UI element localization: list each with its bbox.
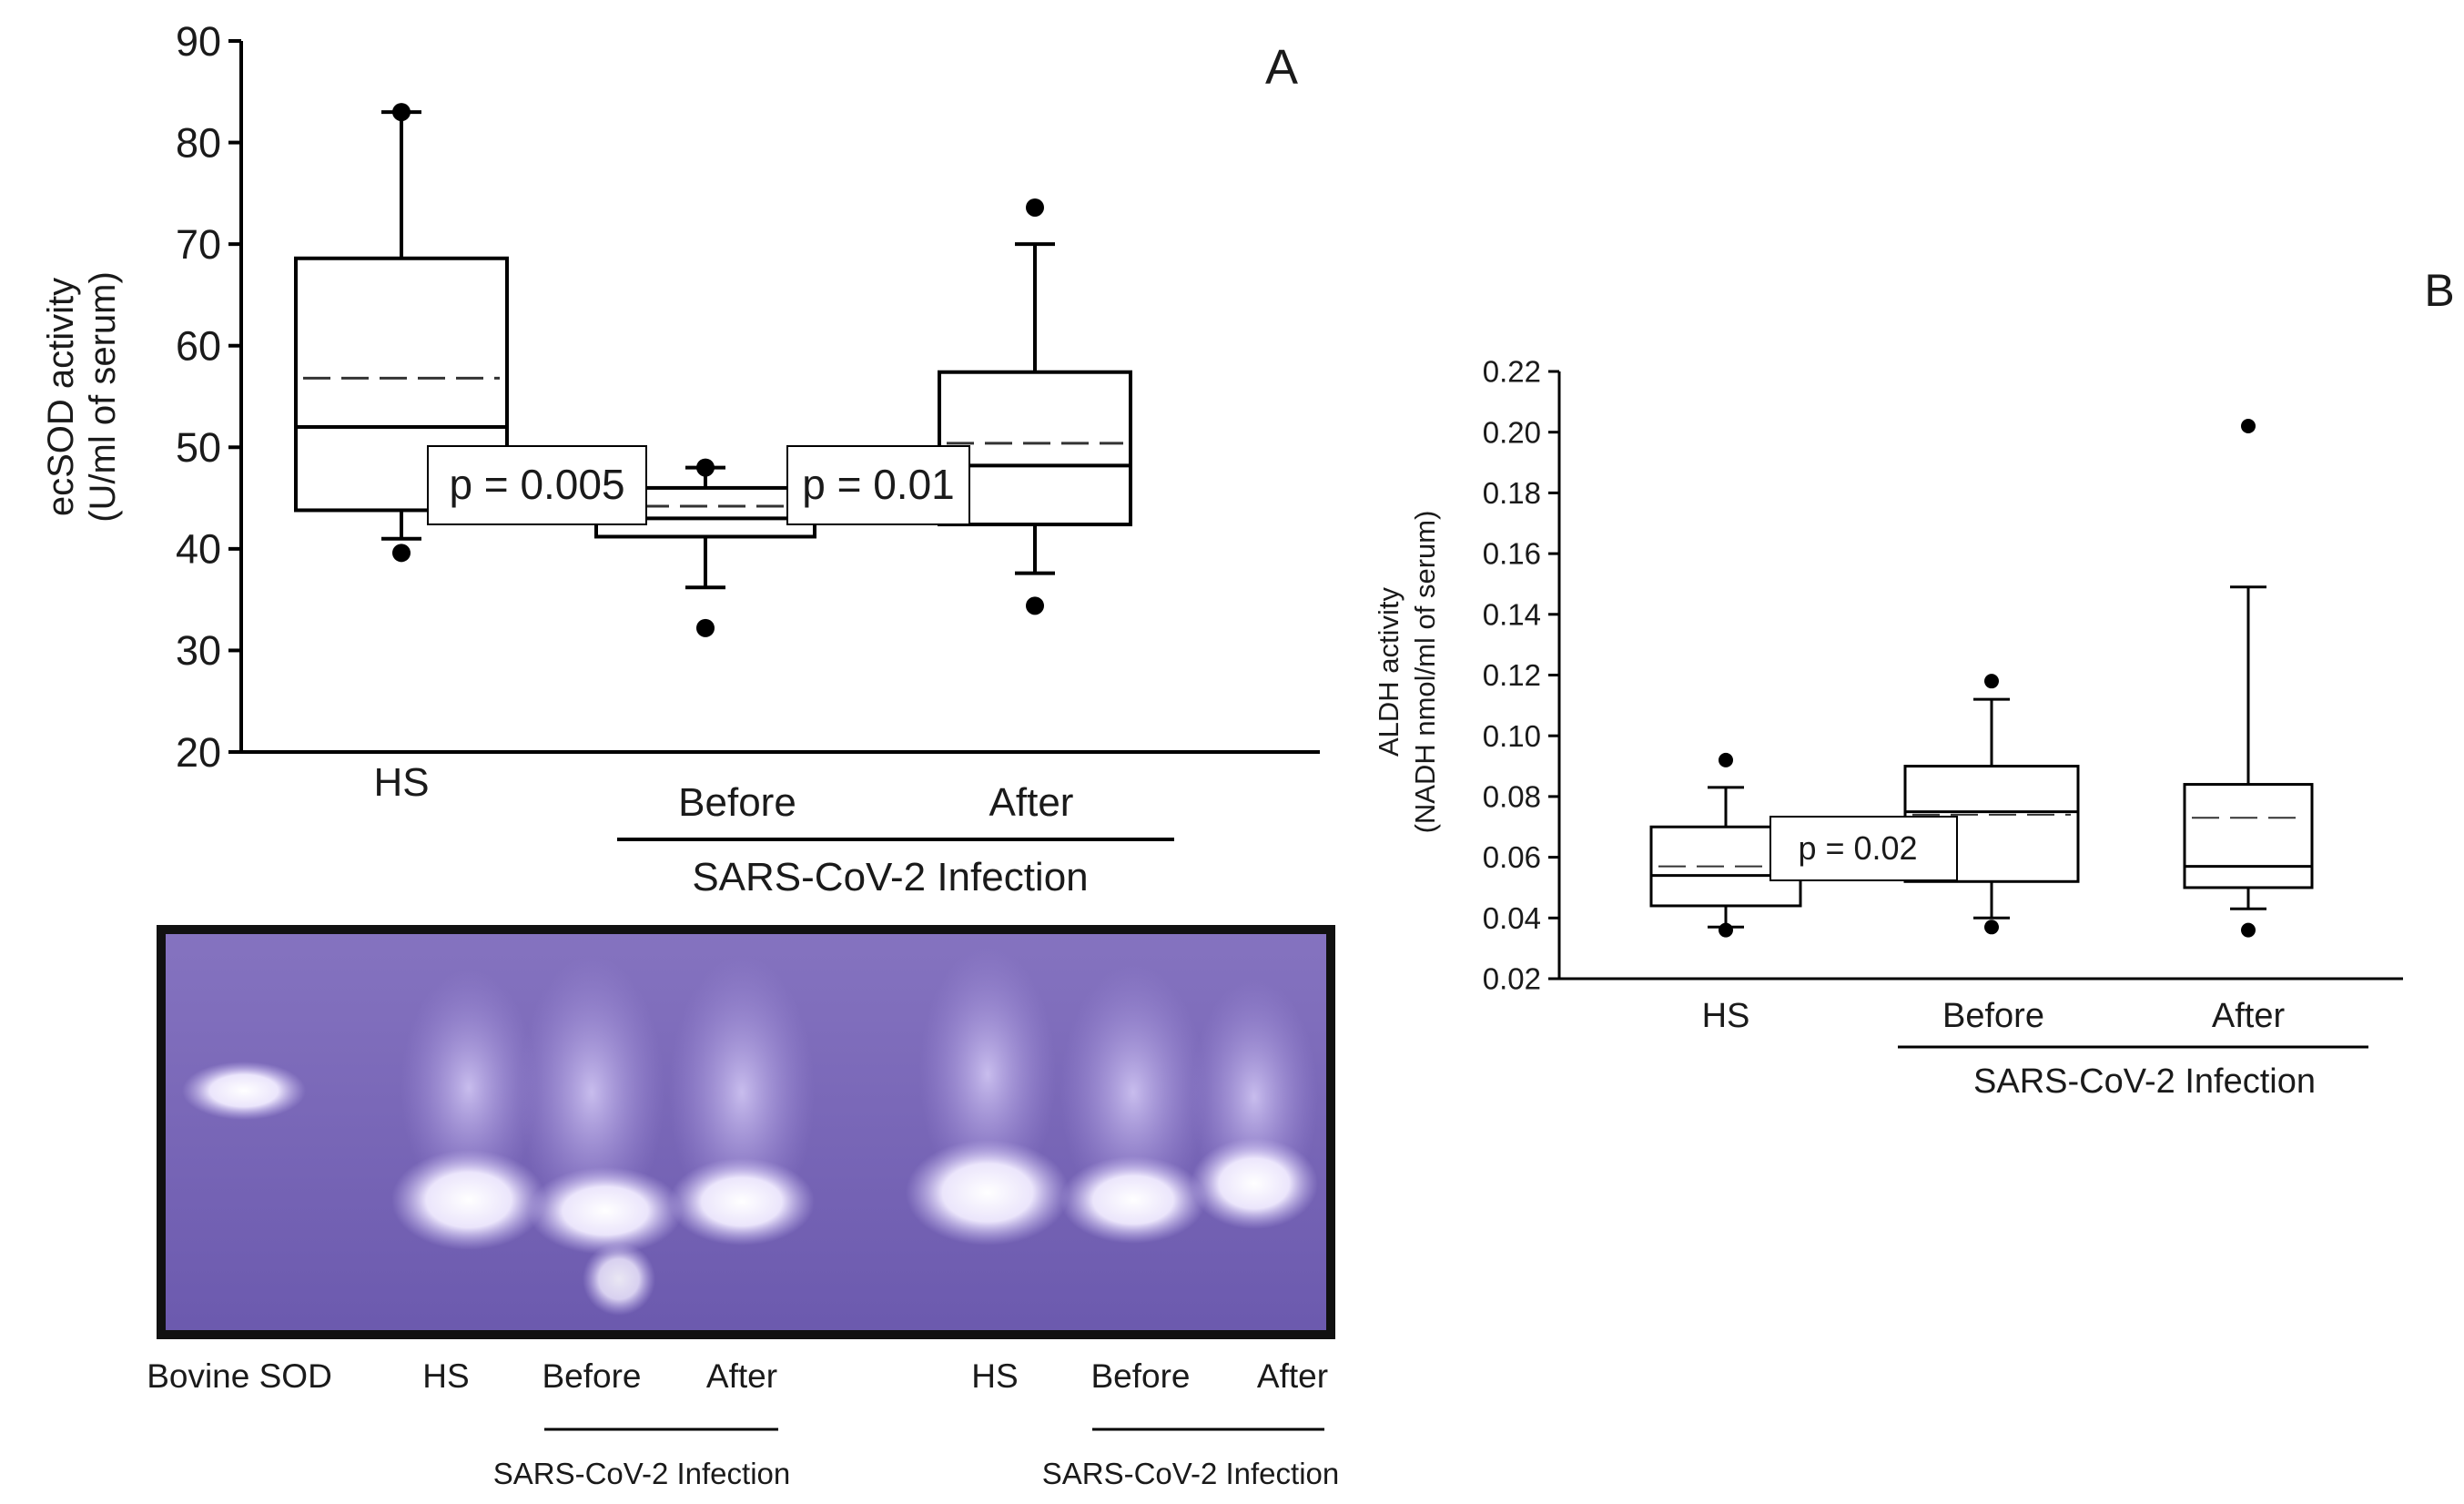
- panel-b-y-tick-label: 0.08: [1483, 779, 1541, 813]
- gel-lane-labels: Bovine SOD HS Before After HS Before Aft…: [147, 1357, 1339, 1490]
- outlier-point: [2241, 922, 2256, 938]
- panel-a-y-tick-label: 90: [176, 18, 221, 65]
- gel-lane-hs-1: HS: [422, 1357, 469, 1395]
- panel-a-y-tick-label: 60: [176, 322, 221, 369]
- panel-b-y-tick-label: 0.04: [1483, 901, 1541, 935]
- gel-band-after-2: [1191, 1138, 1318, 1229]
- panel-a-y-tick-label: 30: [176, 627, 221, 674]
- panel-b-letter: B: [2424, 265, 2454, 316]
- panel-a-y-tick-label: 50: [176, 424, 221, 471]
- panel-a-boxes: [294, 103, 1132, 637]
- panel-a-y-tick-label: 70: [176, 221, 221, 268]
- gel-lane-after-1: After: [706, 1357, 777, 1395]
- panel-b-y-tick-label: 0.02: [1483, 962, 1541, 996]
- panel-b-y-tick-label: 0.12: [1483, 658, 1541, 692]
- gel-band-before-1: [528, 1167, 683, 1255]
- panel-b: B 0.020.040.060.080.100.120.140.160.180.…: [1373, 265, 2455, 1101]
- gel-lane-hs-2: HS: [971, 1357, 1018, 1395]
- gel-band-hs-2: [906, 1140, 1070, 1245]
- p-value-text-1: p = 0.005: [449, 461, 624, 508]
- p-value-box-1: p = 0.005: [427, 445, 647, 525]
- panel-b-group-label: SARS-CoV-2 Infection: [1973, 1062, 2316, 1101]
- gel-band-before-2: [1060, 1156, 1206, 1244]
- gel-lane-bovine-sod: Bovine SOD: [147, 1357, 332, 1395]
- panel-a-y-label-1: ecSOD activity: [41, 278, 81, 516]
- gel-group-label-1: SARS-CoV-2 Infection: [493, 1457, 791, 1490]
- gel-image: [157, 925, 1335, 1339]
- gel-lane-before-2: Before: [1090, 1357, 1190, 1395]
- panel-a-x-label-hs: HS: [373, 760, 429, 805]
- panel-b-y-tick-label: 0.14: [1483, 597, 1541, 631]
- outlier-point: [1719, 752, 1733, 767]
- panel-a-y-ticks: 20 30 40 50 60 70 80 90: [176, 18, 241, 776]
- panel-a-y-label-2: (U/ml of serum): [83, 271, 123, 523]
- outlier-point: [1719, 922, 1733, 938]
- box-a-after: [938, 198, 1132, 615]
- panel-b-y-label-2: (NADH nmol/ml of serum): [1409, 511, 1441, 834]
- p-value-box-3: p = 0.02: [1769, 816, 1958, 881]
- panel-b-y-tick-label: 0.20: [1483, 415, 1541, 449]
- panel-b-boxes: [1649, 419, 2314, 938]
- panel-a-y-tick-label: 40: [176, 526, 221, 573]
- outlier-point: [2241, 419, 2256, 434]
- panel-b-y-tick-label: 0.06: [1483, 840, 1541, 874]
- panel-a: A 20 30 40 50 60 70 80 90 ecSOD activity (U/ml …: [41, 18, 1320, 899]
- outlier-point: [1984, 920, 1999, 935]
- outlier-point: [696, 618, 715, 637]
- panel-b-x-label-after: After: [2212, 997, 2286, 1035]
- panel-b-y-tick-label: 0.18: [1483, 476, 1541, 510]
- panel-b-x-label-hs: HS: [1702, 997, 1750, 1035]
- gel-group-label-2: SARS-CoV-2 Infection: [1042, 1457, 1340, 1490]
- outlier-point: [1026, 198, 1044, 217]
- panel-b-y-tick-label: 0.22: [1483, 355, 1541, 389]
- gel-band-after-1: [669, 1158, 815, 1245]
- panel-b-y-tick-label: 0.10: [1483, 719, 1541, 753]
- panel-a-group-label: SARS-CoV-2 Infection: [692, 855, 1088, 899]
- panel-a-y-tick-label: 80: [176, 119, 221, 166]
- p-value-box-2: p = 0.01: [786, 445, 970, 525]
- box-b-before: [1903, 674, 2080, 935]
- outlier-point: [392, 544, 411, 563]
- p-value-text-3: p = 0.02: [1798, 829, 1917, 867]
- p-value-text-2: p = 0.01: [802, 461, 955, 508]
- box-body: [938, 370, 1132, 527]
- gel-lane-after-2: After: [1257, 1357, 1328, 1395]
- panel-b-y-ticks: 0.02 0.04 0.06 0.08 0.10 0.12 0.14 0.16 0.18 0.20…: [1483, 355, 1559, 996]
- box-body: [2183, 783, 2314, 889]
- outlier-point: [1984, 674, 1999, 689]
- panel-b-y-label-1: ALDH activity: [1373, 586, 1404, 757]
- panel-b-x-label-before: Before: [1942, 997, 2044, 1035]
- panel-a-y-tick-label: 20: [176, 729, 221, 776]
- box-b-after: [2183, 419, 2314, 938]
- outlier-point: [1026, 596, 1044, 615]
- outlier-point: [392, 103, 411, 122]
- panel-a-letter: A: [1265, 40, 1298, 95]
- gel-band-hs-1: [391, 1150, 546, 1250]
- panel-a-x-label-after: After: [989, 780, 1074, 825]
- gel-band-bovine-sod: [182, 1062, 306, 1120]
- panel-a-x-label-before: Before: [678, 780, 796, 825]
- outlier-point: [696, 458, 715, 477]
- panel-b-y-tick-label: 0.16: [1483, 537, 1541, 571]
- gel-lane-before-1: Before: [542, 1357, 641, 1395]
